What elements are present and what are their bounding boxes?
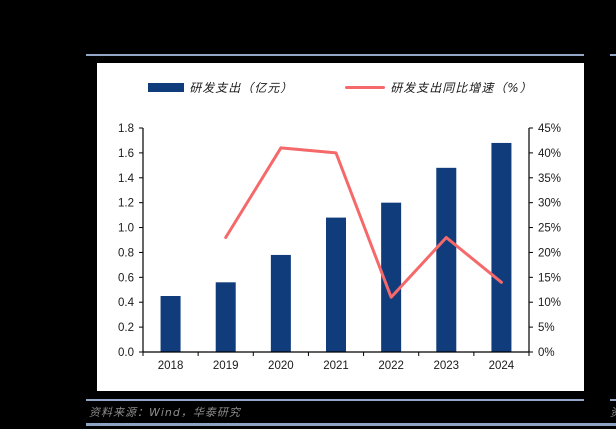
adjacent-figure-top-rule-fragment [610,54,616,56]
svg-text:0.0: 0.0 [118,347,134,359]
line-series-swatch-icon [345,86,386,89]
svg-text:20%: 20% [538,247,561,259]
svg-text:2023: 2023 [433,360,459,372]
bar-series-swatch-icon [148,83,185,92]
svg-text:2020: 2020 [268,360,294,372]
svg-text:0.2: 0.2 [118,322,134,334]
figure-top-rule [86,54,584,56]
svg-text:0.8: 0.8 [118,247,134,259]
page-bottom-rule [86,423,616,426]
svg-text:1.8: 1.8 [118,123,134,135]
svg-text:1.6: 1.6 [118,148,134,160]
source-note: 资料来源：Wind，华泰研究 [89,406,241,419]
chart-panel: 研发支出（亿元） 研发支出同比增速（%） 0.0 0.2 0.4 0.6 0.8 1.0 1… [97,63,584,391]
svg-text:2022: 2022 [378,360,404,372]
adjacent-source-note-fragment: 资 [610,404,616,420]
svg-text:5%: 5% [538,322,555,334]
svg-text:40%: 40% [538,148,561,160]
svg-text:0.6: 0.6 [118,272,134,284]
footer-rule [86,399,584,401]
chart-legend: 研发支出（亿元） 研发支出同比增速（%） [97,79,584,96]
svg-text:10%: 10% [538,297,561,309]
chart-canvas: 0.0 0.2 0.4 0.6 0.8 1.0 1.2 1.4 1.6 1.8 0% 5% 10% 15%… [118,123,561,372]
legend-bar-series-label: 研发支出（亿元） [189,81,294,95]
svg-text:1.0: 1.0 [118,223,134,235]
svg-text:1.4: 1.4 [118,173,135,185]
svg-text:2024: 2024 [489,360,515,372]
svg-text:2019: 2019 [213,360,239,372]
svg-text:0%: 0% [538,347,555,359]
svg-text:2021: 2021 [323,360,349,372]
svg-text:25%: 25% [538,223,561,235]
legend-item-bar-series: 研发支出（亿元） [148,79,293,96]
legend-item-line-series: 研发支出同比增速（%） [345,79,532,96]
adjacent-footer-rule-fragment [610,399,616,401]
svg-text:35%: 35% [538,173,561,185]
svg-text:1.2: 1.2 [118,198,134,210]
svg-text:2018: 2018 [158,360,184,372]
legend-line-series-label: 研发支出同比增速（%） [390,81,533,95]
svg-text:15%: 15% [538,272,561,284]
svg-text:0.4: 0.4 [118,297,135,309]
svg-text:45%: 45% [538,123,561,135]
svg-text:30%: 30% [538,198,561,210]
